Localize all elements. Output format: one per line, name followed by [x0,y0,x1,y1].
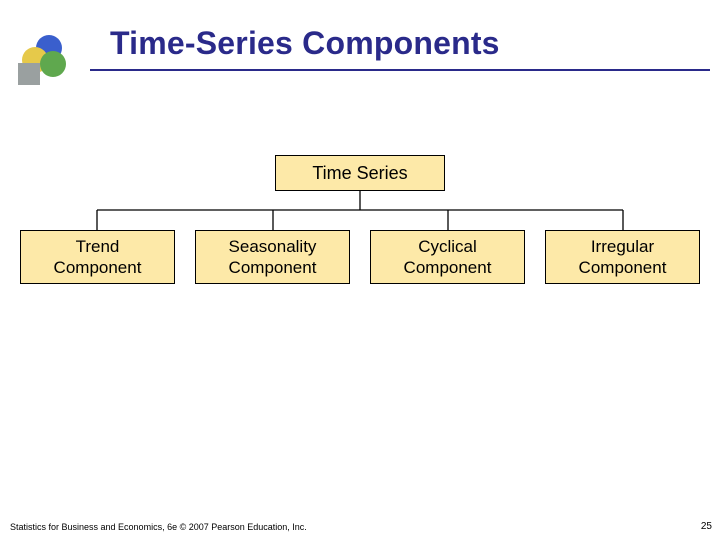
footer-text: Statistics for Business and Economics, 6… [10,522,307,532]
diagram-child-label: CyclicalComponent [404,236,492,279]
diagram-child-label: SeasonalityComponent [229,236,317,279]
slide-header: Time-Series Components [0,25,720,85]
logo-circle-green-icon [40,51,66,77]
title-underline [90,69,710,71]
diagram-child-label: IrregularComponent [579,236,667,279]
diagram-root-label: Time Series [312,163,407,184]
diagram-root-node: Time Series [275,155,445,191]
logo-mark [18,33,78,83]
logo-square-icon [18,63,40,85]
page-number: 25 [701,521,712,532]
diagram-child-seasonality: SeasonalityComponent [195,230,350,284]
diagram-child-irregular: IrregularComponent [545,230,700,284]
slide-title: Time-Series Components [110,25,500,62]
diagram-child-cyclical: CyclicalComponent [370,230,525,284]
diagram-child-label: TrendComponent [54,236,142,279]
diagram-children-row: TrendComponent SeasonalityComponent Cycl… [0,230,720,284]
diagram-child-trend: TrendComponent [20,230,175,284]
